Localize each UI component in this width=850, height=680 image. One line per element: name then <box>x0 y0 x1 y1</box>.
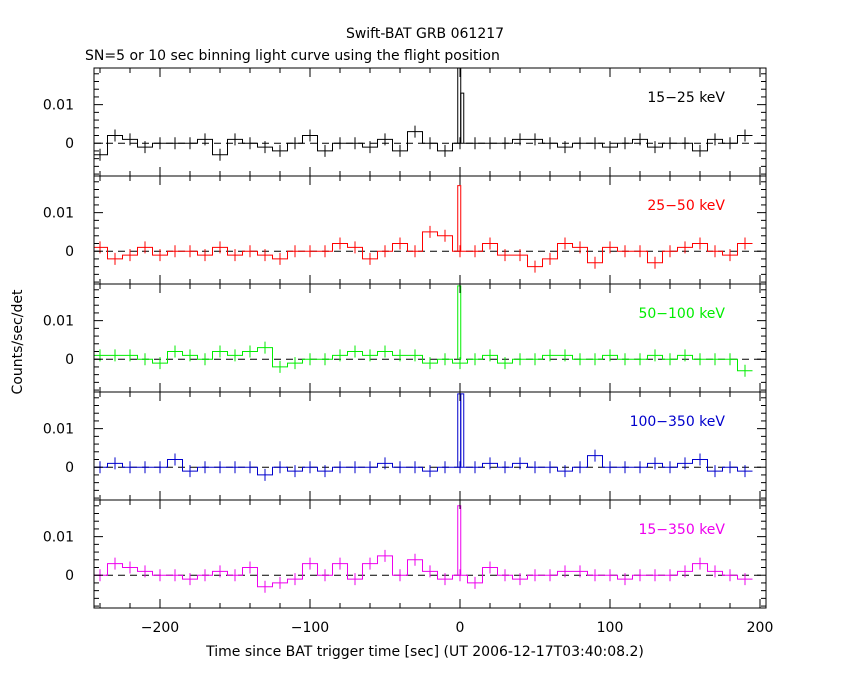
panel-frame <box>93 391 767 501</box>
y-axis-label: Counts/sec/det <box>10 289 26 394</box>
x-tick-label: 200 <box>747 620 774 636</box>
chart-title: Swift-BAT GRB 061217 <box>346 26 504 42</box>
panel-band-label: 50−100 keV <box>638 306 725 322</box>
panel-band-label: 15−350 keV <box>638 522 725 538</box>
y-tick-label: 0 <box>65 136 74 152</box>
series-clip-group <box>94 285 753 377</box>
panel-5: 0 0.01 15−350 keV <box>43 499 767 609</box>
panel-frame <box>93 283 767 393</box>
series-clip-group <box>94 505 753 593</box>
chart-subtitle: SN=5 or 10 sec binning light curve using… <box>85 48 500 64</box>
burst-spike <box>460 92 465 144</box>
burst-spike <box>457 285 462 360</box>
series-clip-group <box>94 68 753 161</box>
burst-spike <box>460 393 465 468</box>
x-tick-label: 100 <box>597 620 624 636</box>
series-clip-group <box>94 393 753 481</box>
y-tick-label: 0.01 <box>43 314 74 330</box>
series-step-line <box>94 131 753 156</box>
burst-spike <box>457 505 462 576</box>
panel-frame <box>93 67 767 177</box>
y-tick-label: 0.01 <box>43 206 74 222</box>
panel-1: 0 0.01 15−25 keV <box>43 67 767 177</box>
panel-3: 0 0.01 50−100 keV <box>43 283 767 393</box>
x-tick-label: −100 <box>291 620 329 636</box>
y-tick-label: 0.01 <box>43 98 74 114</box>
panel-4: 0 0.01 100−350 keV <box>43 391 767 501</box>
y-tick-label: 0.01 <box>43 530 74 546</box>
panel-band-label: 25−50 keV <box>647 198 725 214</box>
x-tick-label: −200 <box>141 620 179 636</box>
y-tick-label: 0 <box>65 568 74 584</box>
y-tick-label: 0.01 <box>43 422 74 438</box>
series-step-line <box>94 455 753 476</box>
panel-frame <box>93 499 767 609</box>
panels-group: 0 0.01 15−25 keV 0 0.01 25−50 keV 0 0.01 50−100 … <box>43 67 774 636</box>
y-tick-label: 0 <box>65 352 74 368</box>
series-step-line <box>94 555 753 588</box>
burst-spike <box>457 185 462 252</box>
y-tick-label: 0 <box>65 460 74 476</box>
series-clip-group <box>94 185 753 273</box>
series-step-line <box>94 231 753 268</box>
y-tick-label: 0 <box>65 244 74 260</box>
x-axis-label: Time since BAT trigger time [sec] (UT 20… <box>205 644 644 660</box>
panel-2: 0 0.01 25−50 keV <box>43 175 767 285</box>
x-tick-label: 0 <box>456 620 465 636</box>
panel-band-label: 15−25 keV <box>647 90 725 106</box>
panel-band-label: 100−350 keV <box>630 414 726 430</box>
